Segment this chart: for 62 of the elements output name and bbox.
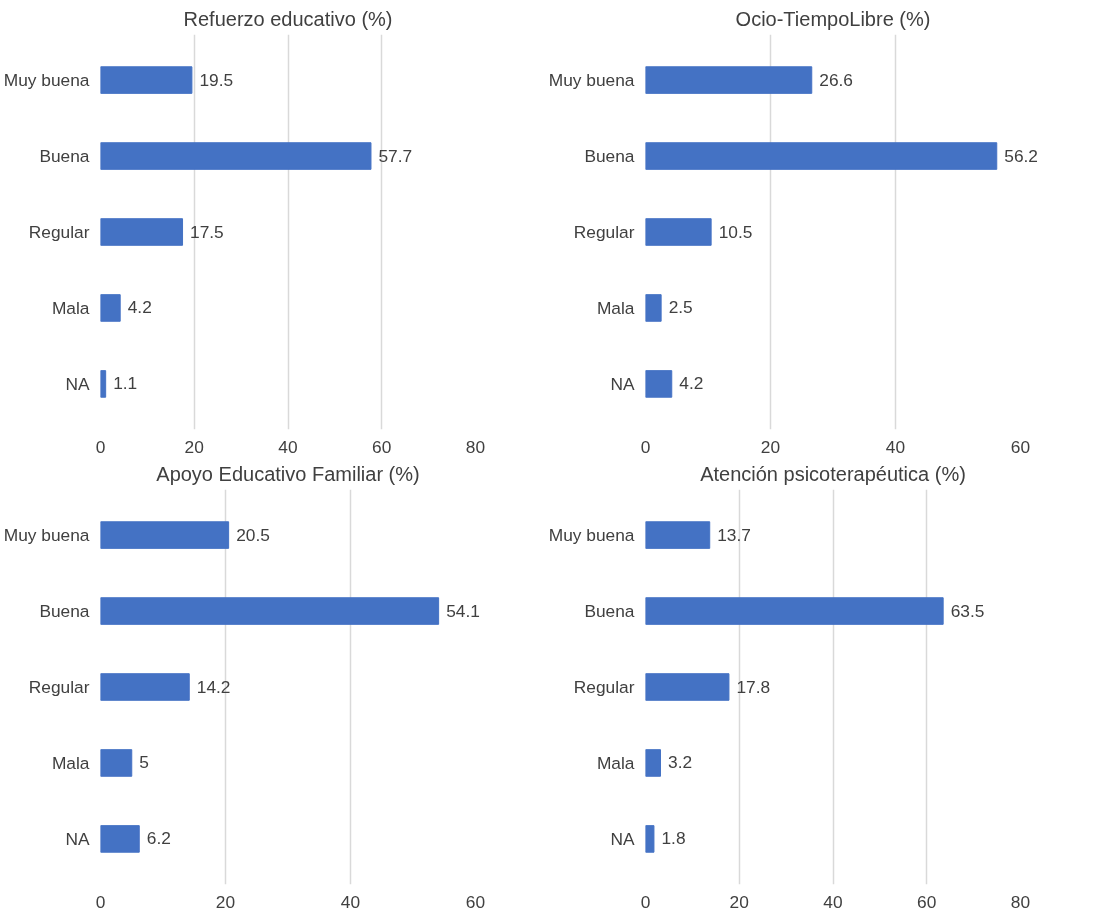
x-tick-label: 40 [885, 436, 906, 457]
y-tick-label: NA [65, 828, 90, 849]
x-tick-label: 80 [465, 436, 486, 457]
x-tick-label: 60 [372, 436, 392, 457]
data-label: 26.6 [819, 69, 853, 91]
chart-title: Apoyo Educativo Familiar (%) [156, 462, 420, 485]
chart-title: Atención psicoterapéutica (%) [700, 462, 966, 485]
data-label: 54.1 [446, 600, 480, 622]
x-tick-label: 0 [95, 436, 106, 457]
data-label: 2.5 [668, 296, 693, 318]
x-tick-label: 40 [278, 436, 298, 457]
data-label: 56.2 [1004, 145, 1038, 167]
y-tick-label: Mala [596, 752, 635, 773]
y-tick-label: Buena [39, 601, 90, 622]
data-label: 14.2 [196, 676, 231, 697]
data-label: 57.7 [378, 145, 413, 167]
data-label: 17.8 [736, 676, 771, 697]
x-tick-label: 20 [729, 891, 749, 912]
x-tick-label: 0 [640, 436, 651, 457]
data-label: 1.8 [661, 827, 686, 849]
y-tick-label: Regular [573, 222, 635, 242]
data-label: 6.2 [146, 827, 171, 849]
data-label: 3.2 [668, 751, 693, 773]
y-tick-label: Regular [573, 677, 635, 697]
y-tick-label: Muy buena [548, 525, 635, 546]
chart-title: Ocio-TiempoLibre (%) [735, 7, 931, 30]
chart-title: Refuerzo educativo (%) [183, 7, 393, 30]
y-tick-label: Buena [584, 601, 635, 622]
data-label: 17.5 [190, 221, 224, 242]
data-label: 63.5 [950, 600, 985, 622]
x-tick-label: 60 [917, 891, 937, 912]
y-tick-label: Mala [51, 752, 90, 773]
x-tick-label: 0 [95, 891, 106, 912]
x-tick-label: 80 [1010, 891, 1031, 912]
x-tick-label: 40 [340, 891, 361, 912]
data-label: 4.2 [127, 296, 152, 318]
y-tick-label: Muy buena [3, 70, 90, 91]
data-label: 10.5 [718, 221, 753, 242]
x-tick-label: 40 [823, 891, 843, 912]
data-label: 5 [139, 751, 149, 773]
x-tick-label: 0 [640, 891, 651, 912]
y-tick-label: Buena [584, 146, 635, 167]
y-tick-label: Mala [51, 297, 90, 318]
x-tick-label: 20 [215, 891, 236, 912]
y-tick-label: Regular [28, 222, 90, 242]
y-tick-label: NA [65, 373, 90, 394]
x-tick-label: 20 [760, 436, 781, 457]
x-tick-label: 60 [465, 891, 486, 912]
y-tick-label: Muy buena [548, 70, 635, 91]
y-tick-label: Buena [39, 146, 90, 167]
x-tick-label: 60 [1010, 436, 1031, 457]
y-tick-label: Muy buena [3, 525, 90, 546]
data-label: 13.7 [717, 524, 751, 546]
y-tick-label: NA [610, 828, 635, 849]
data-label: 19.5 [199, 69, 234, 91]
y-tick-label: Regular [28, 677, 90, 697]
data-label: 1.1 [113, 372, 138, 394]
data-label: 4.2 [679, 372, 704, 394]
data-label: 20.5 [236, 524, 270, 546]
y-tick-label: NA [610, 373, 635, 394]
x-tick-label: 20 [184, 436, 204, 457]
y-tick-label: Mala [596, 297, 635, 318]
